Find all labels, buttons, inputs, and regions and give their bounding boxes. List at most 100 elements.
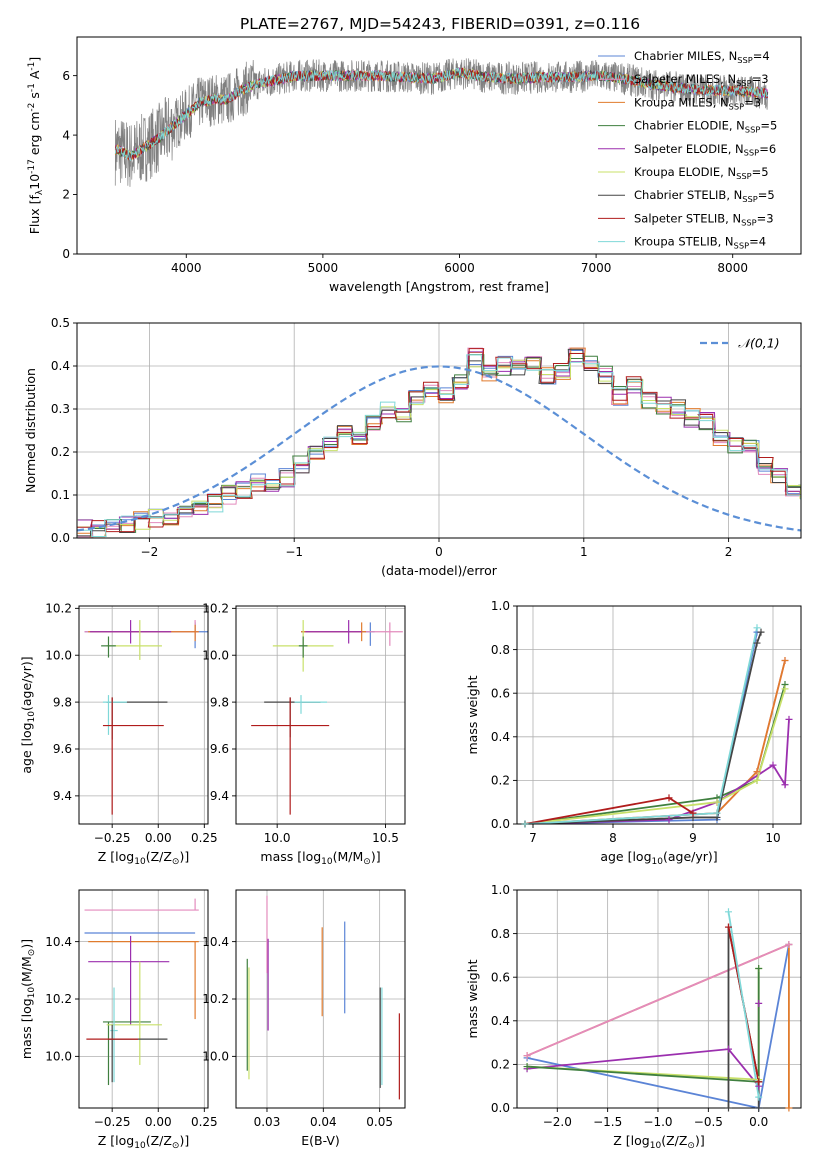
chart-age-z: −0.25 0.00 0.259.49.69.810.010.2Z [log10(Z… — [19, 602, 218, 868]
y-axis-label: mass weight — [465, 675, 480, 754]
mass-weight-marker-kroupa-miles — [753, 768, 761, 776]
mass-weight-marker-kroupa-miles — [781, 657, 789, 664]
y-tick-label: 10.2 — [45, 602, 72, 616]
label-segment-1: SSP — [741, 217, 757, 227]
label-segment-0: mass [log — [260, 849, 321, 864]
y-axis-label: mass weight — [465, 959, 480, 1038]
mass-weight-line-salpeter-elodie — [524, 719, 790, 824]
chart-spectrum: 4000 5000 6000 7000 8000 0 2 4 6 wavelength [Angs… — [27, 36, 802, 294]
y-tick-label: 0.1 — [51, 488, 70, 502]
x-tick-label: 0.25 — [191, 831, 218, 845]
mass-weight-marker-salpeter-miles — [785, 941, 793, 948]
y-tick-label: 2 — [62, 188, 70, 202]
y-tick-label: 0 — [62, 247, 70, 261]
mass-weight-marker-salpeter-elodie — [665, 816, 673, 824]
label-segment-1: 10 — [27, 711, 37, 723]
mass-weight-marker-salpeter-elodie — [785, 715, 793, 723]
mass-weight-marker-salpeter-stelib — [724, 923, 732, 931]
label-segment-2: =5 — [758, 188, 775, 202]
mass-weight-line-chabrier-stelib — [524, 631, 762, 824]
x-tick-label: 7 — [529, 831, 537, 845]
label-segment-2: 10 — [27, 174, 42, 190]
y-tick-label: 0.5 — [51, 316, 70, 330]
mass-weight-marker-kroupa-stelib — [713, 809, 721, 817]
y-tick-label: 0.6 — [491, 686, 510, 700]
plot-area-mass-ebv — [246, 895, 400, 1100]
legend-label: Chabrier MILES, NSSP=4 — [634, 49, 770, 65]
model-spectrum-kroupa-stelib — [114, 68, 769, 162]
label-segment-0: Salpeter MILES, N — [634, 72, 736, 86]
figure-title: PLATE=2767, MJD=54243, FIBERID=0391, z=0… — [240, 15, 640, 33]
x-axis-label: Z [log10(Z/Z⊙)] — [98, 849, 189, 867]
legend-label: Kroupa STELIB, NSSP=4 — [634, 235, 766, 251]
plot-area-age-z — [84, 620, 208, 815]
legend-label: Chabrier ELODIE, NSSP=5 — [634, 119, 777, 135]
label-segment-0: 𝒩(0,1) — [738, 336, 780, 351]
label-segment-1: SSP — [736, 171, 752, 181]
label-segment-0: E(B-V) — [301, 1133, 340, 1148]
label-segment-2: =5 — [752, 165, 769, 179]
x-tick-label: 6000 — [444, 261, 475, 275]
plot-area-residuals — [77, 347, 801, 538]
y-tick-label: 10.4 — [202, 935, 229, 949]
plot-area-spectrum — [114, 58, 769, 187]
y-tick-label: 1.0 — [491, 883, 510, 897]
label-segment-2: (M/M — [333, 849, 364, 864]
label-segment-0: (data-model)/error — [381, 563, 498, 578]
mass-weight-marker-chabrier-elodie — [755, 964, 763, 972]
x-tick-label: 0.03 — [254, 1115, 281, 1129]
label-segment-2: =4 — [753, 49, 770, 63]
observed-spectrum-line — [114, 58, 769, 187]
mass-weight-line-salpeter-miles — [526, 943, 790, 1057]
axes-frame — [516, 605, 802, 825]
label-segment-1: 10 — [652, 857, 664, 867]
legend-label: Chabrier STELIB, NSSP=5 — [634, 188, 775, 204]
axes-frame — [516, 889, 802, 1109]
y-tick-label: 10.4 — [45, 935, 72, 949]
label-segment-1: SSP — [729, 101, 745, 111]
x-axis-label: age [log10(age/yr)] — [600, 849, 717, 867]
label-segment-0: Chabrier ELODIE, N — [634, 119, 745, 133]
label-segment-0: Z [log — [98, 1133, 134, 1148]
x-tick-label: 4000 — [171, 261, 202, 275]
plot-area-age-mass — [251, 620, 403, 815]
label-segment-2: =4 — [749, 235, 766, 249]
mass-weight-marker-kroupa-elodie — [753, 776, 761, 784]
mass-weight-marker-salpeter-elodie — [755, 999, 763, 1007]
label-segment-0: Normed distribution — [23, 368, 38, 493]
label-segment-1: SSP — [736, 78, 752, 88]
label-segment-0: Kroupa STELIB, N — [634, 235, 734, 249]
label-segment-0: Salpeter ELODIE, N — [634, 142, 744, 156]
mass-weight-marker-salpeter-stelib — [689, 809, 697, 817]
x-tick-label: −1.5 — [593, 1115, 622, 1129]
x-tick-label: −0.25 — [94, 831, 131, 845]
x-tick-label: 0.05 — [366, 1115, 393, 1129]
x-tick-label: −1.0 — [643, 1115, 672, 1129]
label-segment-1: 10 — [134, 1141, 146, 1151]
residual-histogram-chabrier-miles — [78, 349, 801, 538]
x-tick-label: 0.04 — [310, 1115, 337, 1129]
label-segment-2: (Z/Z — [146, 1133, 172, 1148]
mass-weight-line-kroupa-stelib — [727, 911, 760, 1098]
label-segment-3: ⊙ — [363, 857, 371, 867]
y-tick-label: 1.0 — [491, 599, 510, 613]
label-segment-4: )] — [19, 939, 34, 949]
label-segment-0: mass weight — [465, 675, 480, 754]
label-segment-1: 10 — [134, 857, 146, 867]
x-axis-label: mass [log10(M/M⊙)] — [260, 849, 380, 867]
mass-weight-marker-salpeter-miles — [523, 1052, 531, 1060]
y-tick-label: 10.2 — [202, 602, 229, 616]
mass-weight-marker-chabrier-stelib — [724, 1104, 732, 1112]
chart-residuals: −2 −1 0 1 2 0.0 0.1 0.2 0.3 0.4 0.5 (data-model)/er… — [23, 316, 802, 578]
label-segment-1: 10 — [27, 987, 37, 999]
y-tick-label: 0.3 — [51, 402, 70, 416]
y-tick-label: 0.2 — [51, 445, 70, 459]
y-tick-label: 6 — [62, 69, 70, 83]
y-tick-label: 10.2 — [45, 992, 72, 1006]
mass-weight-marker-chabrier-stelib — [753, 639, 761, 647]
label-segment-0: wavelength [Angstrom, rest frame] — [329, 279, 549, 294]
residual-histogram-chabrier-elodie — [77, 354, 801, 533]
legend-label: Salpeter ELODIE, NSSP=6 — [634, 142, 776, 158]
